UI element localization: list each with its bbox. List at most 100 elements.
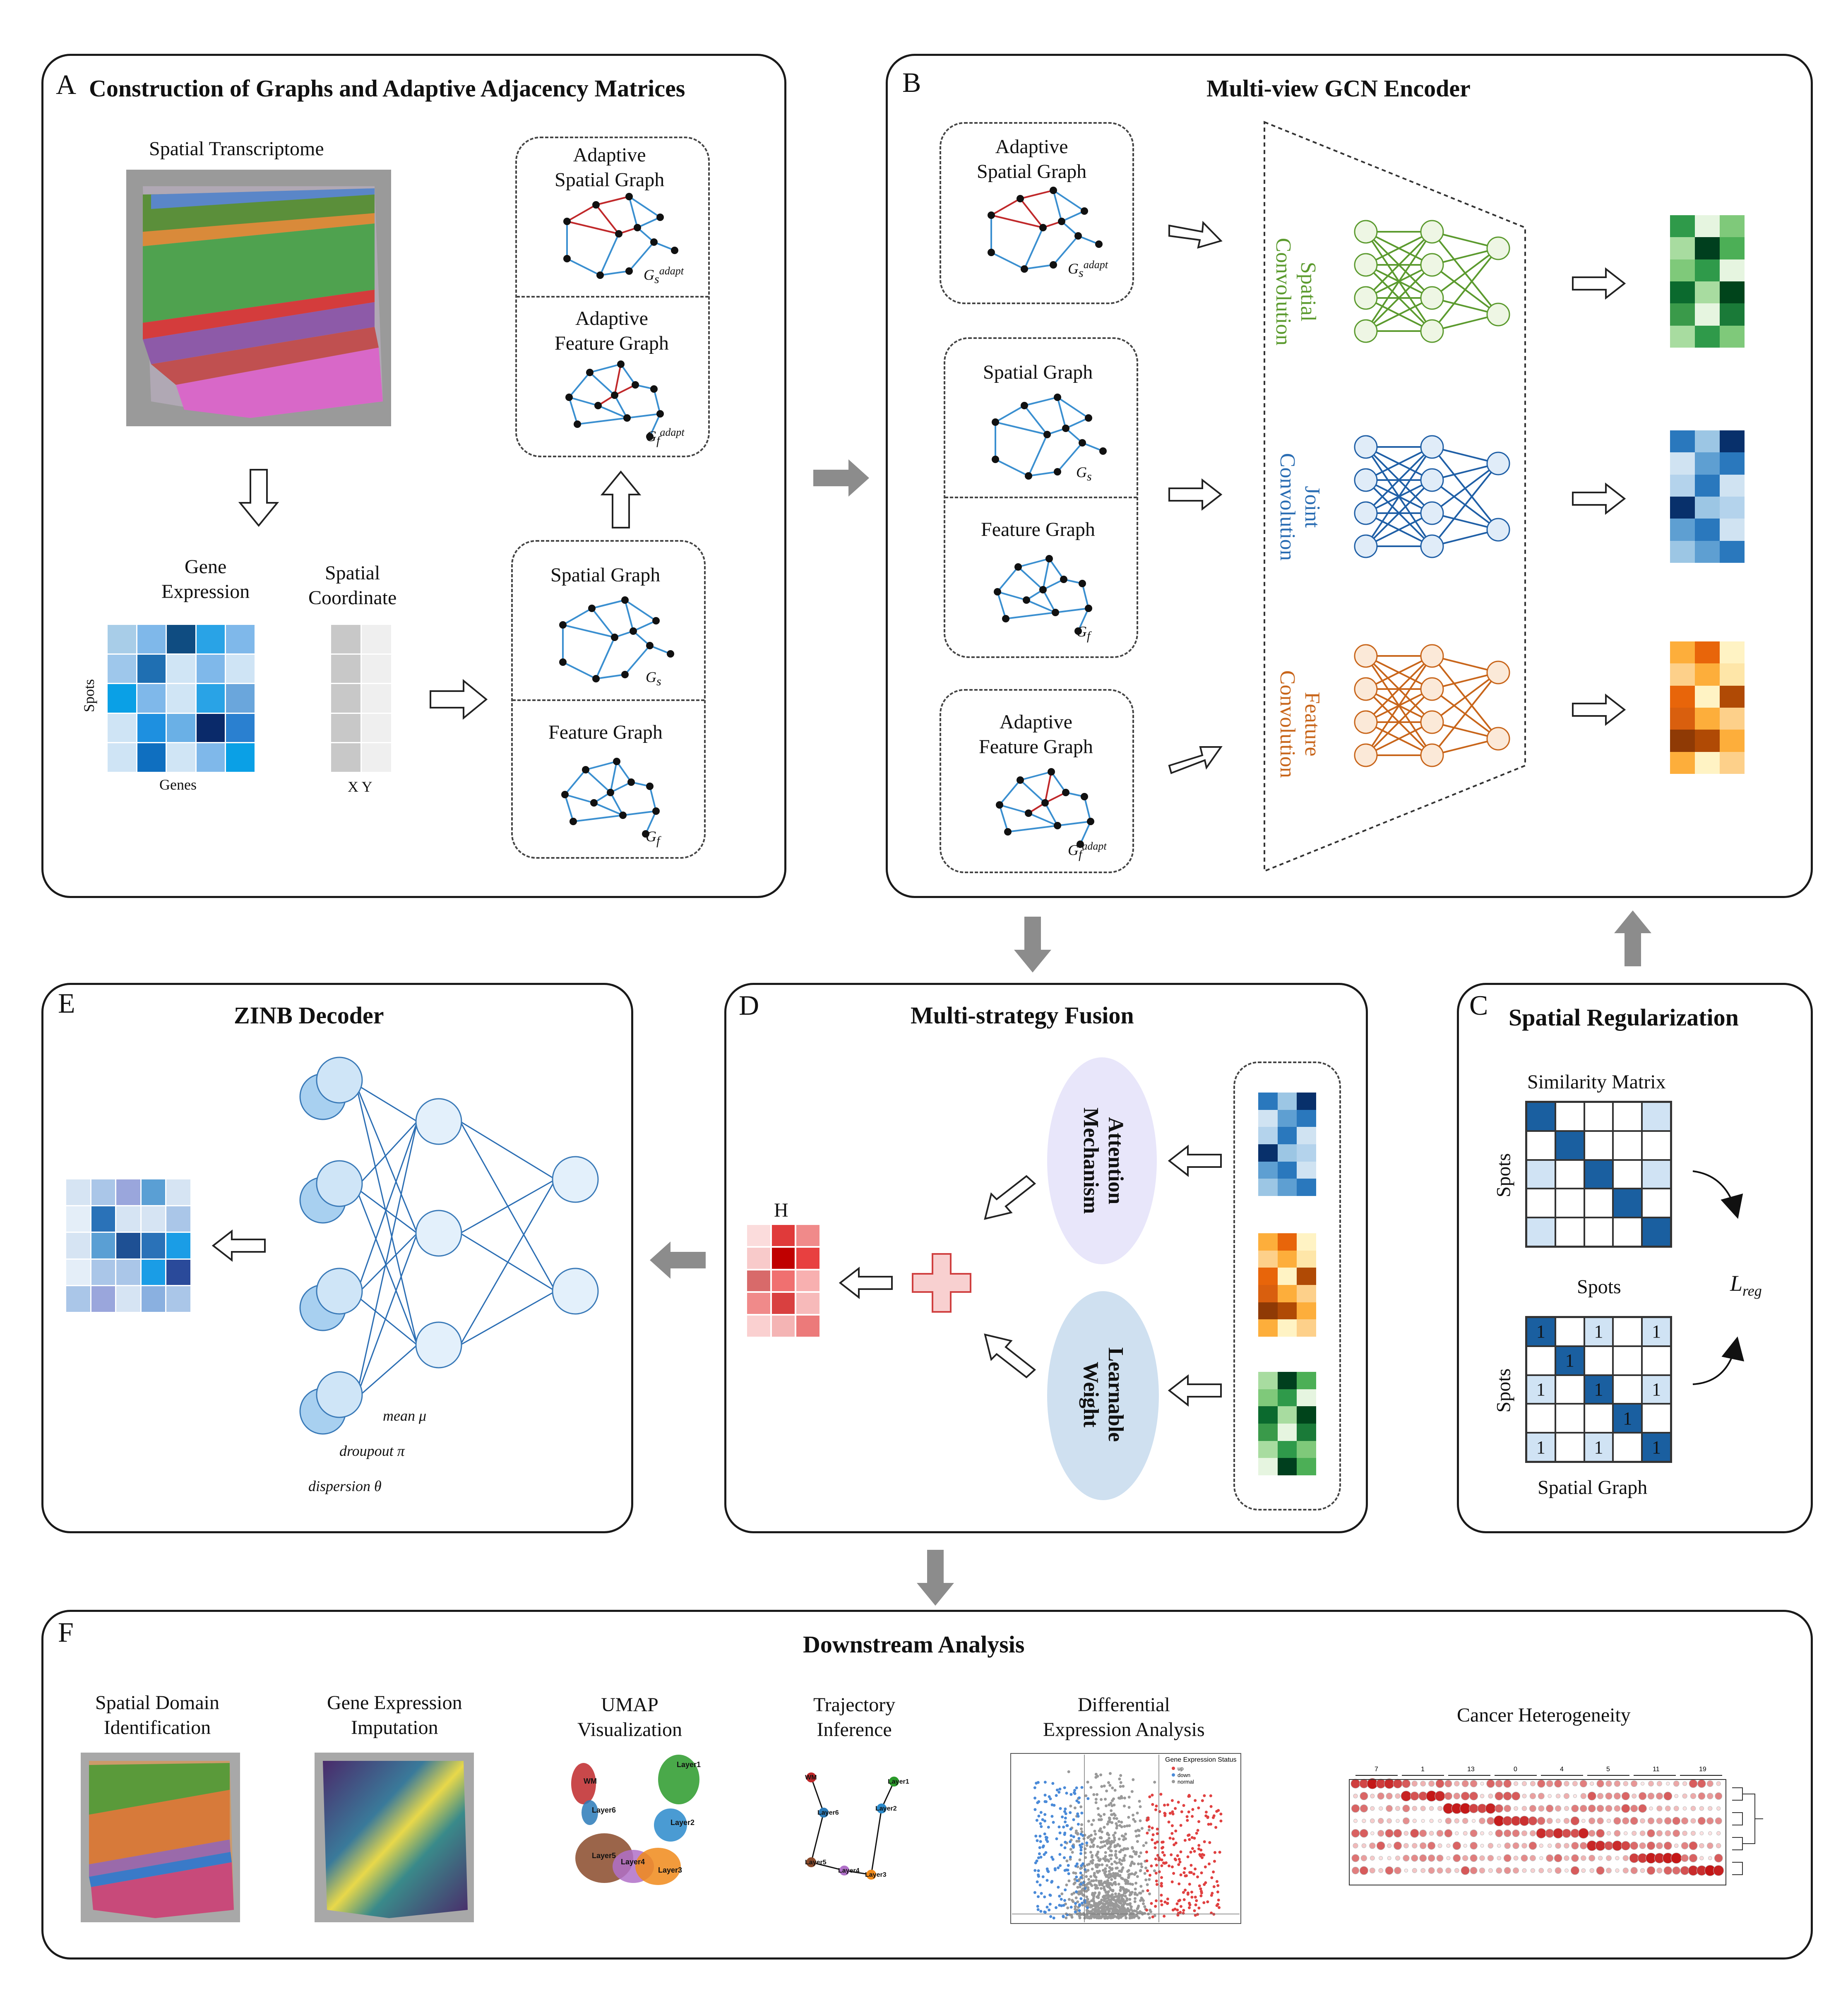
volcano-point — [1055, 1794, 1058, 1797]
trajectory-node — [889, 1777, 899, 1787]
matrix-cell — [1584, 1189, 1613, 1218]
volcano-point — [1043, 1813, 1047, 1816]
panel-b-letter: B — [902, 67, 921, 98]
embedding-cell — [1695, 707, 1720, 730]
zinb-node — [316, 1057, 363, 1104]
graph-edge — [997, 591, 1007, 619]
volcano-point — [1179, 1873, 1182, 1876]
volcano-point — [1170, 1853, 1173, 1856]
graph-node — [646, 433, 654, 440]
volcano-point — [1124, 1882, 1127, 1885]
adaptive-graphs-box-a — [515, 137, 710, 457]
volcano-point — [1039, 1840, 1042, 1843]
dotplot-dot — [1690, 1793, 1697, 1799]
adaptive-feature-graph-label-a: Adaptive Feature Graph — [555, 307, 669, 354]
volcano-point — [1095, 1865, 1098, 1868]
volcano-point — [1074, 1905, 1077, 1908]
volcano-point — [1050, 1880, 1053, 1884]
volcano-point — [1084, 1794, 1088, 1797]
network-edge — [355, 1232, 418, 1296]
dotplot-dot — [1359, 1829, 1368, 1838]
dotplot-dot — [1715, 1817, 1722, 1825]
graph-edge — [1024, 264, 1054, 270]
dotplot-dot — [1613, 1792, 1621, 1800]
network-edge — [1365, 446, 1433, 547]
dotplot-dot — [1404, 1868, 1408, 1873]
dotplot-dot — [1512, 1829, 1520, 1837]
volcano-point — [1089, 1845, 1092, 1849]
embedding-cell — [1258, 1268, 1278, 1285]
volcano-point — [1125, 1899, 1129, 1902]
dotplot-dot — [1395, 1856, 1400, 1861]
volcano-point — [1210, 1876, 1214, 1879]
dotplot-dot — [1707, 1842, 1713, 1849]
network-node — [1486, 727, 1510, 751]
volcano-point — [1036, 1880, 1039, 1883]
graph-edge — [995, 459, 1029, 477]
volcano-point — [1077, 1801, 1080, 1804]
volcano-point — [1038, 1883, 1042, 1887]
dotplot-dot — [1353, 1794, 1358, 1799]
dotplot-dot — [1353, 1818, 1358, 1823]
mean-label: mean μ — [383, 1407, 427, 1424]
graph-node — [559, 621, 567, 629]
graph-edge — [614, 364, 622, 396]
volcano-point — [1190, 1890, 1193, 1894]
zinb-node — [415, 1210, 462, 1257]
panel-d-title: Multi-strategy Fusion — [911, 1002, 1134, 1029]
volcano-point — [1163, 1814, 1167, 1817]
volcano-point — [1088, 1862, 1091, 1866]
volcano-point — [1064, 1820, 1067, 1823]
dotplot-dot — [1463, 1831, 1468, 1836]
arrow-a-right — [430, 679, 488, 720]
graph-edge — [1061, 210, 1085, 222]
graph-edge — [1024, 405, 1048, 435]
dotplot-dot — [1689, 1779, 1698, 1788]
matrix-cell — [1613, 1160, 1642, 1189]
matrix-cell — [1613, 1189, 1642, 1218]
volcano-point — [1142, 1902, 1145, 1905]
volcano-point — [1062, 1856, 1066, 1859]
divider-a-top — [517, 296, 709, 298]
embedding-cell — [1297, 1319, 1316, 1337]
volcano-point — [1041, 1818, 1044, 1821]
volcano-point — [1080, 1830, 1084, 1833]
volcano-point — [1126, 1903, 1129, 1906]
embedding-cell — [1277, 1109, 1297, 1127]
volcano-point — [1194, 1895, 1197, 1899]
dotplot-dot — [1639, 1842, 1646, 1849]
dotplot-dot — [1597, 1817, 1604, 1825]
volcano-point — [1098, 1911, 1101, 1914]
learnable-weight-label: Learnable Weight — [1079, 1347, 1127, 1442]
network-node — [1420, 286, 1444, 310]
volcano-point — [1171, 1810, 1174, 1813]
dotplot-dot — [1606, 1855, 1612, 1861]
fused-embedding-h — [747, 1225, 819, 1337]
volcano-point — [1218, 1906, 1221, 1909]
spatial-graph-label-c: Spatial Graph — [1538, 1477, 1648, 1498]
volcano-point — [1106, 1823, 1109, 1826]
network-edge — [1365, 688, 1433, 756]
volcano-point — [1079, 1871, 1082, 1875]
graph-node — [1045, 555, 1053, 562]
volcano-point — [1144, 1878, 1148, 1882]
graph-node — [1041, 799, 1049, 807]
dotplot-dot — [1716, 1831, 1721, 1836]
dotplot-dot — [1412, 1806, 1418, 1811]
embedding-cell — [1277, 1144, 1297, 1162]
volcano-point — [1109, 1895, 1113, 1898]
volcano-point — [1079, 1883, 1083, 1886]
h-matrix-cell — [771, 1247, 795, 1269]
spatial-graph-b — [992, 394, 1107, 480]
volcano-point — [1035, 1819, 1038, 1822]
graph-edge — [997, 566, 1019, 593]
graph-edge — [562, 661, 596, 680]
volcano-point — [1101, 1868, 1105, 1872]
volcano-point — [1051, 1858, 1055, 1861]
embedding-cell — [1277, 1302, 1297, 1320]
dotplot-dot — [1548, 1794, 1552, 1798]
graph-edge — [991, 198, 1021, 216]
volcano-point — [1171, 1908, 1175, 1912]
volcano-point — [1108, 1772, 1112, 1775]
